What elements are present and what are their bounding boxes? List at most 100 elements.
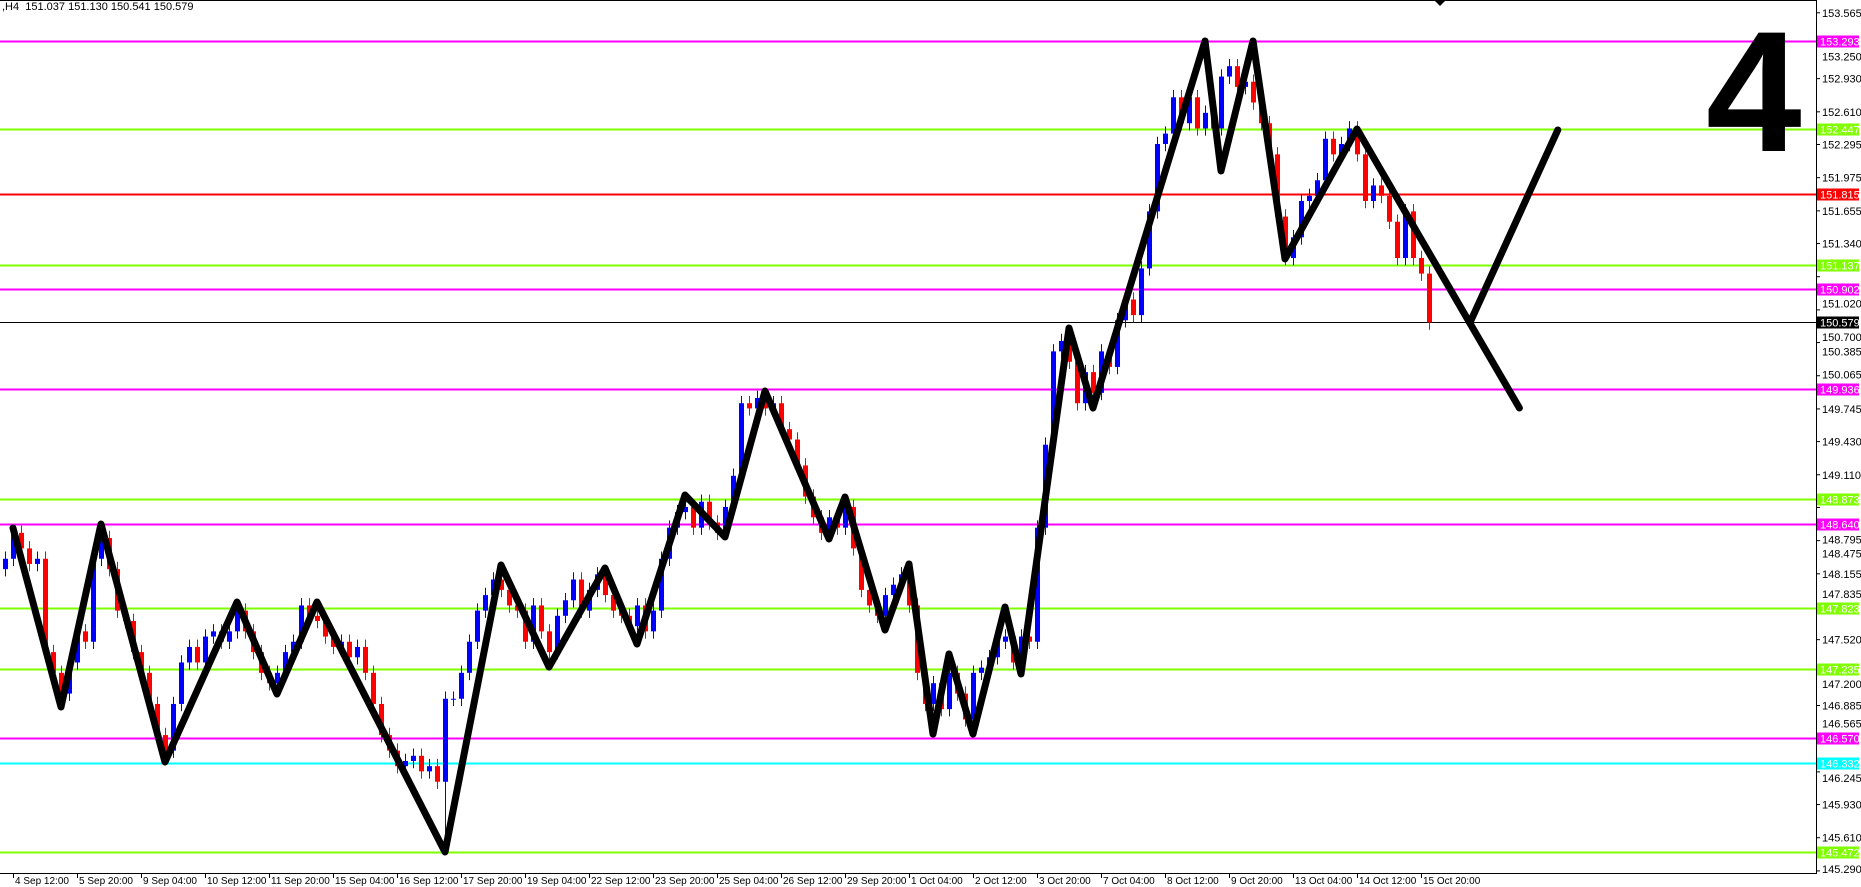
bear-candle [419, 755, 424, 772]
bear-candle [859, 548, 864, 590]
zigzag-line [9, 37, 1523, 856]
bull-candle [1187, 97, 1192, 124]
price-tick-label: 151.975 [1822, 173, 1861, 185]
bull-candle [947, 672, 952, 710]
price-tick-label: 147.835 [1822, 589, 1861, 601]
bull-candle [1315, 180, 1320, 196]
bull-candle [1003, 636, 1008, 642]
time-tick-label: 9 Oct 20:00 [1231, 876, 1283, 887]
bear-candle [539, 605, 544, 632]
bear-candle [1427, 273, 1432, 323]
time-tick-label: 16 Sep 12:00 [399, 876, 459, 887]
axes [0, 0, 1817, 874]
level-label: 146.570 [1820, 734, 1860, 746]
time-tick-label: 14 Oct 12:00 [1359, 876, 1417, 887]
projection-line [1466, 126, 1562, 327]
price-tick-label: 152.295 [1822, 139, 1861, 151]
bear-candle [1387, 195, 1392, 222]
price-tick-label: 146.565 [1822, 719, 1861, 731]
time-tick-label: 29 Sep 20:00 [847, 876, 907, 887]
level-label-box [1817, 846, 1859, 859]
bear-candle [547, 631, 552, 653]
price-tick-label: 150.700 [1822, 332, 1861, 344]
price-tick-label: 151.340 [1822, 239, 1861, 251]
bear-candle [195, 646, 200, 663]
bull-candle [979, 667, 984, 673]
price-tick-label: 149.745 [1822, 404, 1861, 416]
bear-candle [1283, 216, 1288, 259]
bear-candle [1411, 211, 1416, 259]
bull-candle [827, 517, 832, 533]
level-label: 153.293 [1820, 37, 1860, 49]
time-tick-label: 1 Oct 04:00 [911, 876, 963, 887]
price-tick-label: 147.520 [1822, 635, 1861, 647]
bull-candle [1227, 66, 1232, 77]
bear-candle [611, 595, 616, 611]
bull-candle [1299, 201, 1304, 238]
time-tick-label: 13 Oct 04:00 [1295, 876, 1353, 887]
level-price-labels: 153.293 152.447 151.815 151.137 150.902 150.5… [1817, 35, 1860, 860]
level-label-box [1817, 35, 1859, 48]
bear-candle [1235, 66, 1240, 87]
candles [3, 58, 1432, 853]
bull-candle [723, 506, 728, 533]
bull-candle [179, 662, 184, 704]
bear-candle [691, 506, 696, 528]
bull-candle [355, 646, 360, 658]
price-tick-label: 148.795 [1822, 534, 1861, 546]
bull-candle [1139, 268, 1144, 316]
level-label-box [1817, 757, 1859, 770]
time-tick-label: 10 Sep 12:00 [207, 876, 267, 887]
time-tick-label: 15 Oct 20:00 [1423, 876, 1481, 887]
bear-candle [323, 620, 328, 637]
bull-candle [571, 579, 576, 601]
bull-candle [731, 475, 736, 507]
bull-candle [1115, 320, 1120, 367]
bull-candle [1203, 112, 1208, 129]
bear-candle [1251, 81, 1256, 103]
price-tick-label: 148.155 [1822, 569, 1861, 581]
bear-candle [43, 558, 48, 653]
time-tick-label: 19 Sep 04:00 [527, 876, 587, 887]
bull-candle [275, 672, 280, 684]
bull-candle [971, 672, 976, 720]
level-label-box [1817, 518, 1859, 531]
price-tick-label: 152.610 [1822, 107, 1861, 119]
level-label-box [1817, 732, 1859, 745]
bull-candle [475, 610, 480, 642]
bull-candle [3, 558, 8, 570]
bull-candle [291, 641, 296, 653]
bear-candle [147, 672, 152, 704]
bull-candle [555, 615, 560, 653]
bull-candle [1339, 143, 1344, 155]
bear-candle [1331, 138, 1336, 155]
level-label-box [1817, 283, 1859, 296]
price-tick-label: 149.430 [1822, 437, 1861, 449]
price-tick-label: 151.020 [1822, 299, 1861, 311]
bear-candle [1131, 299, 1136, 316]
bull-candle [755, 398, 760, 409]
bear-candle [315, 615, 320, 621]
time-axis: 4 Sep 12:00 5 Sep 20:00 9 Sep 04:00 10 Sep … [13, 873, 1481, 887]
level-label: 151.815 [1820, 190, 1860, 202]
price-tick-label: 150.065 [1822, 370, 1861, 382]
price-tick-label: 145.930 [1822, 800, 1861, 812]
bull-candle [235, 610, 240, 632]
bull-candle [1307, 195, 1312, 202]
shift-marker-icon [1434, 0, 1446, 6]
bear-candle [163, 735, 168, 751]
price-tick-label: 153.250 [1822, 51, 1861, 63]
level-label: 146.332 [1820, 759, 1860, 771]
price-tick-label: 149.110 [1822, 470, 1861, 482]
bear-candle [1395, 221, 1400, 259]
symbol-timeframe: ,H4 [2, 1, 20, 13]
bull-candle [1147, 211, 1152, 269]
bear-candle [83, 631, 88, 642]
bear-candle [1379, 185, 1384, 196]
bear-candle [371, 672, 376, 704]
time-tick-label: 8 Oct 12:00 [1167, 876, 1219, 887]
level-label-box [1817, 123, 1859, 136]
price-axis: 153.565 153.250 152.930 152.610 152.295 151.9… [1816, 8, 1861, 876]
level-label: 152.447 [1820, 125, 1860, 137]
